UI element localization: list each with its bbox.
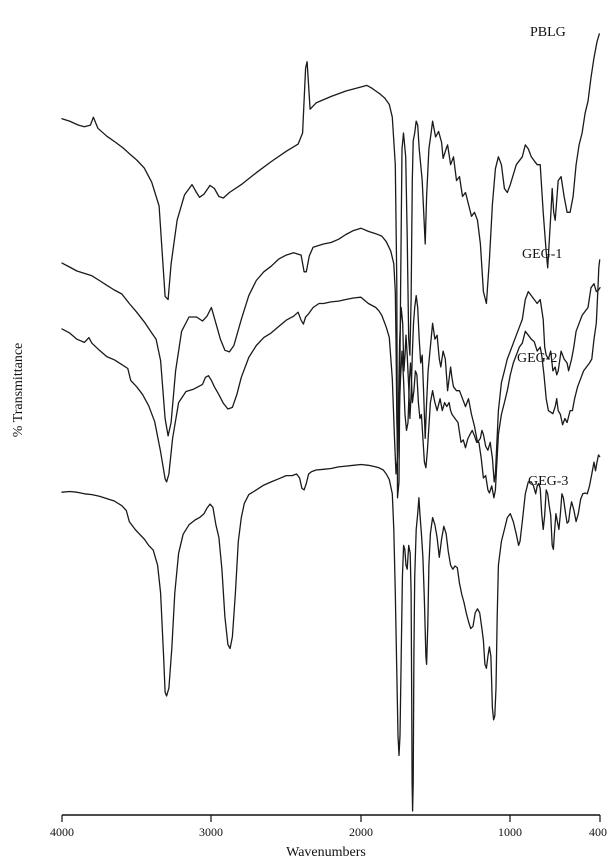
series-label-geg-3: GEG-3 [528, 474, 568, 489]
x-axis: 4000 3000 2000 1000 400 Wavenumbers [50, 814, 607, 860]
x-tick-label-1000: 1000 [498, 825, 522, 839]
y-axis-title: % Transmittance [11, 343, 26, 438]
series-label-pblg: PBLG [530, 25, 566, 40]
x-tick-label-3000: 3000 [199, 825, 223, 839]
series-line-geg-1 [61, 227, 601, 483]
series-label-geg-1: GEG-1 [522, 247, 562, 262]
series-label-geg-2: GEG-2 [517, 351, 557, 366]
series-line-geg-2 [61, 259, 601, 499]
x-tick-label-4000: 4000 [50, 825, 74, 839]
series-line-pblg [61, 33, 600, 499]
x-tick-label-400: 400 [589, 825, 607, 839]
series-line-geg-3 [61, 454, 601, 812]
x-axis-title: Wavenumbers [286, 845, 366, 860]
plot-area [61, 33, 601, 812]
x-tick-label-2000: 2000 [349, 825, 373, 839]
